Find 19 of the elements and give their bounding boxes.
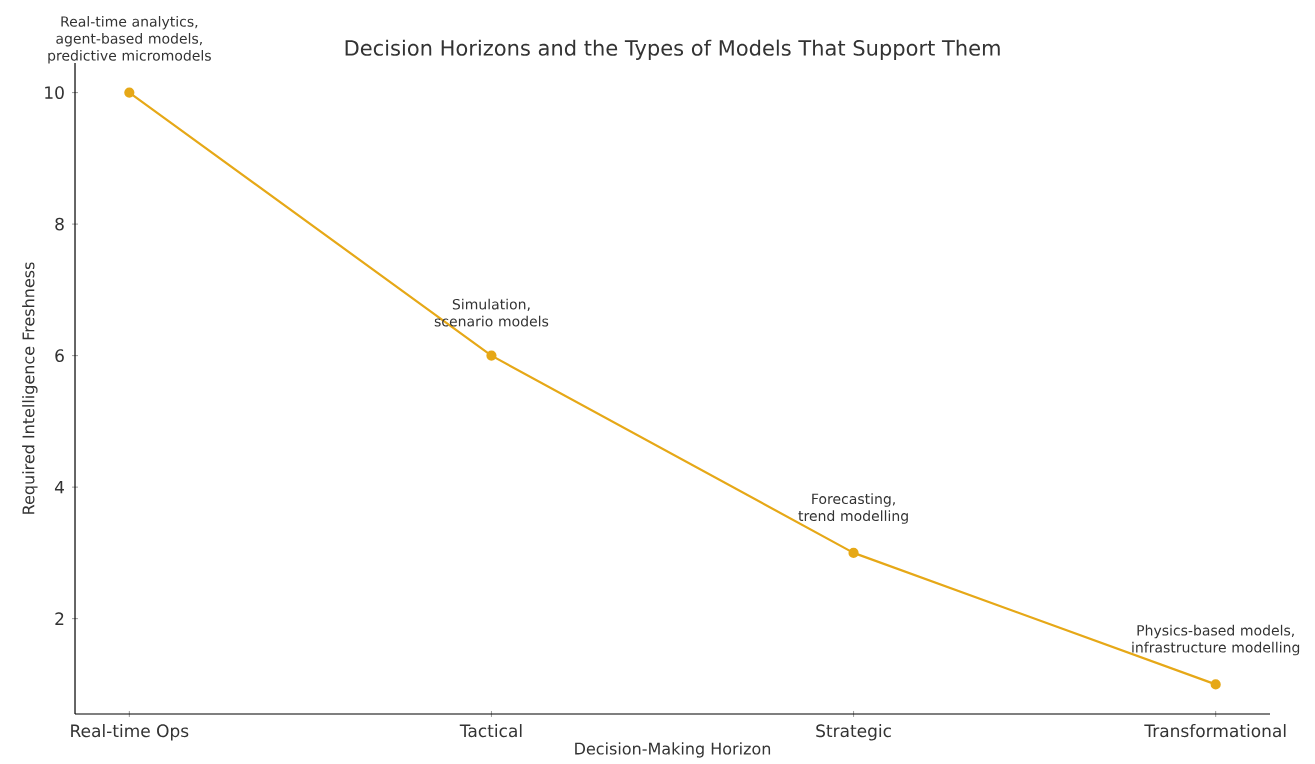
x-tick-label: Real-time Ops bbox=[71, 724, 189, 741]
y-tick-label: 2 bbox=[55, 612, 64, 625]
y-tick-label: 6 bbox=[55, 349, 64, 363]
point bbox=[848, 547, 859, 558]
point bbox=[1210, 679, 1221, 690]
y-tick-label: 8 bbox=[55, 217, 64, 231]
annotation: Forecasting, trend modelling bbox=[798, 493, 908, 524]
point bbox=[486, 350, 497, 361]
chart-title: Decision Horizons and the Types of Models That Support Them bbox=[345, 39, 1000, 60]
x-tick-label: Strategic bbox=[816, 724, 891, 741]
y-tick-label: 4 bbox=[54, 480, 64, 494]
annotation: Real-time analytics, agent-based models, predictive micromodels bbox=[48, 15, 211, 64]
x-tick-label: Transformational bbox=[1144, 724, 1286, 738]
point bbox=[124, 87, 135, 98]
y-axis-title: Required Intelligence Freshness bbox=[22, 262, 38, 514]
y-tick-label: 10 bbox=[45, 86, 64, 100]
x-tick-label: Tactical bbox=[459, 724, 522, 738]
annotation: Physics-based models, infrastructure modelling bbox=[1132, 624, 1300, 656]
x-axis-title: Decision-Making Horizon bbox=[575, 742, 771, 758]
